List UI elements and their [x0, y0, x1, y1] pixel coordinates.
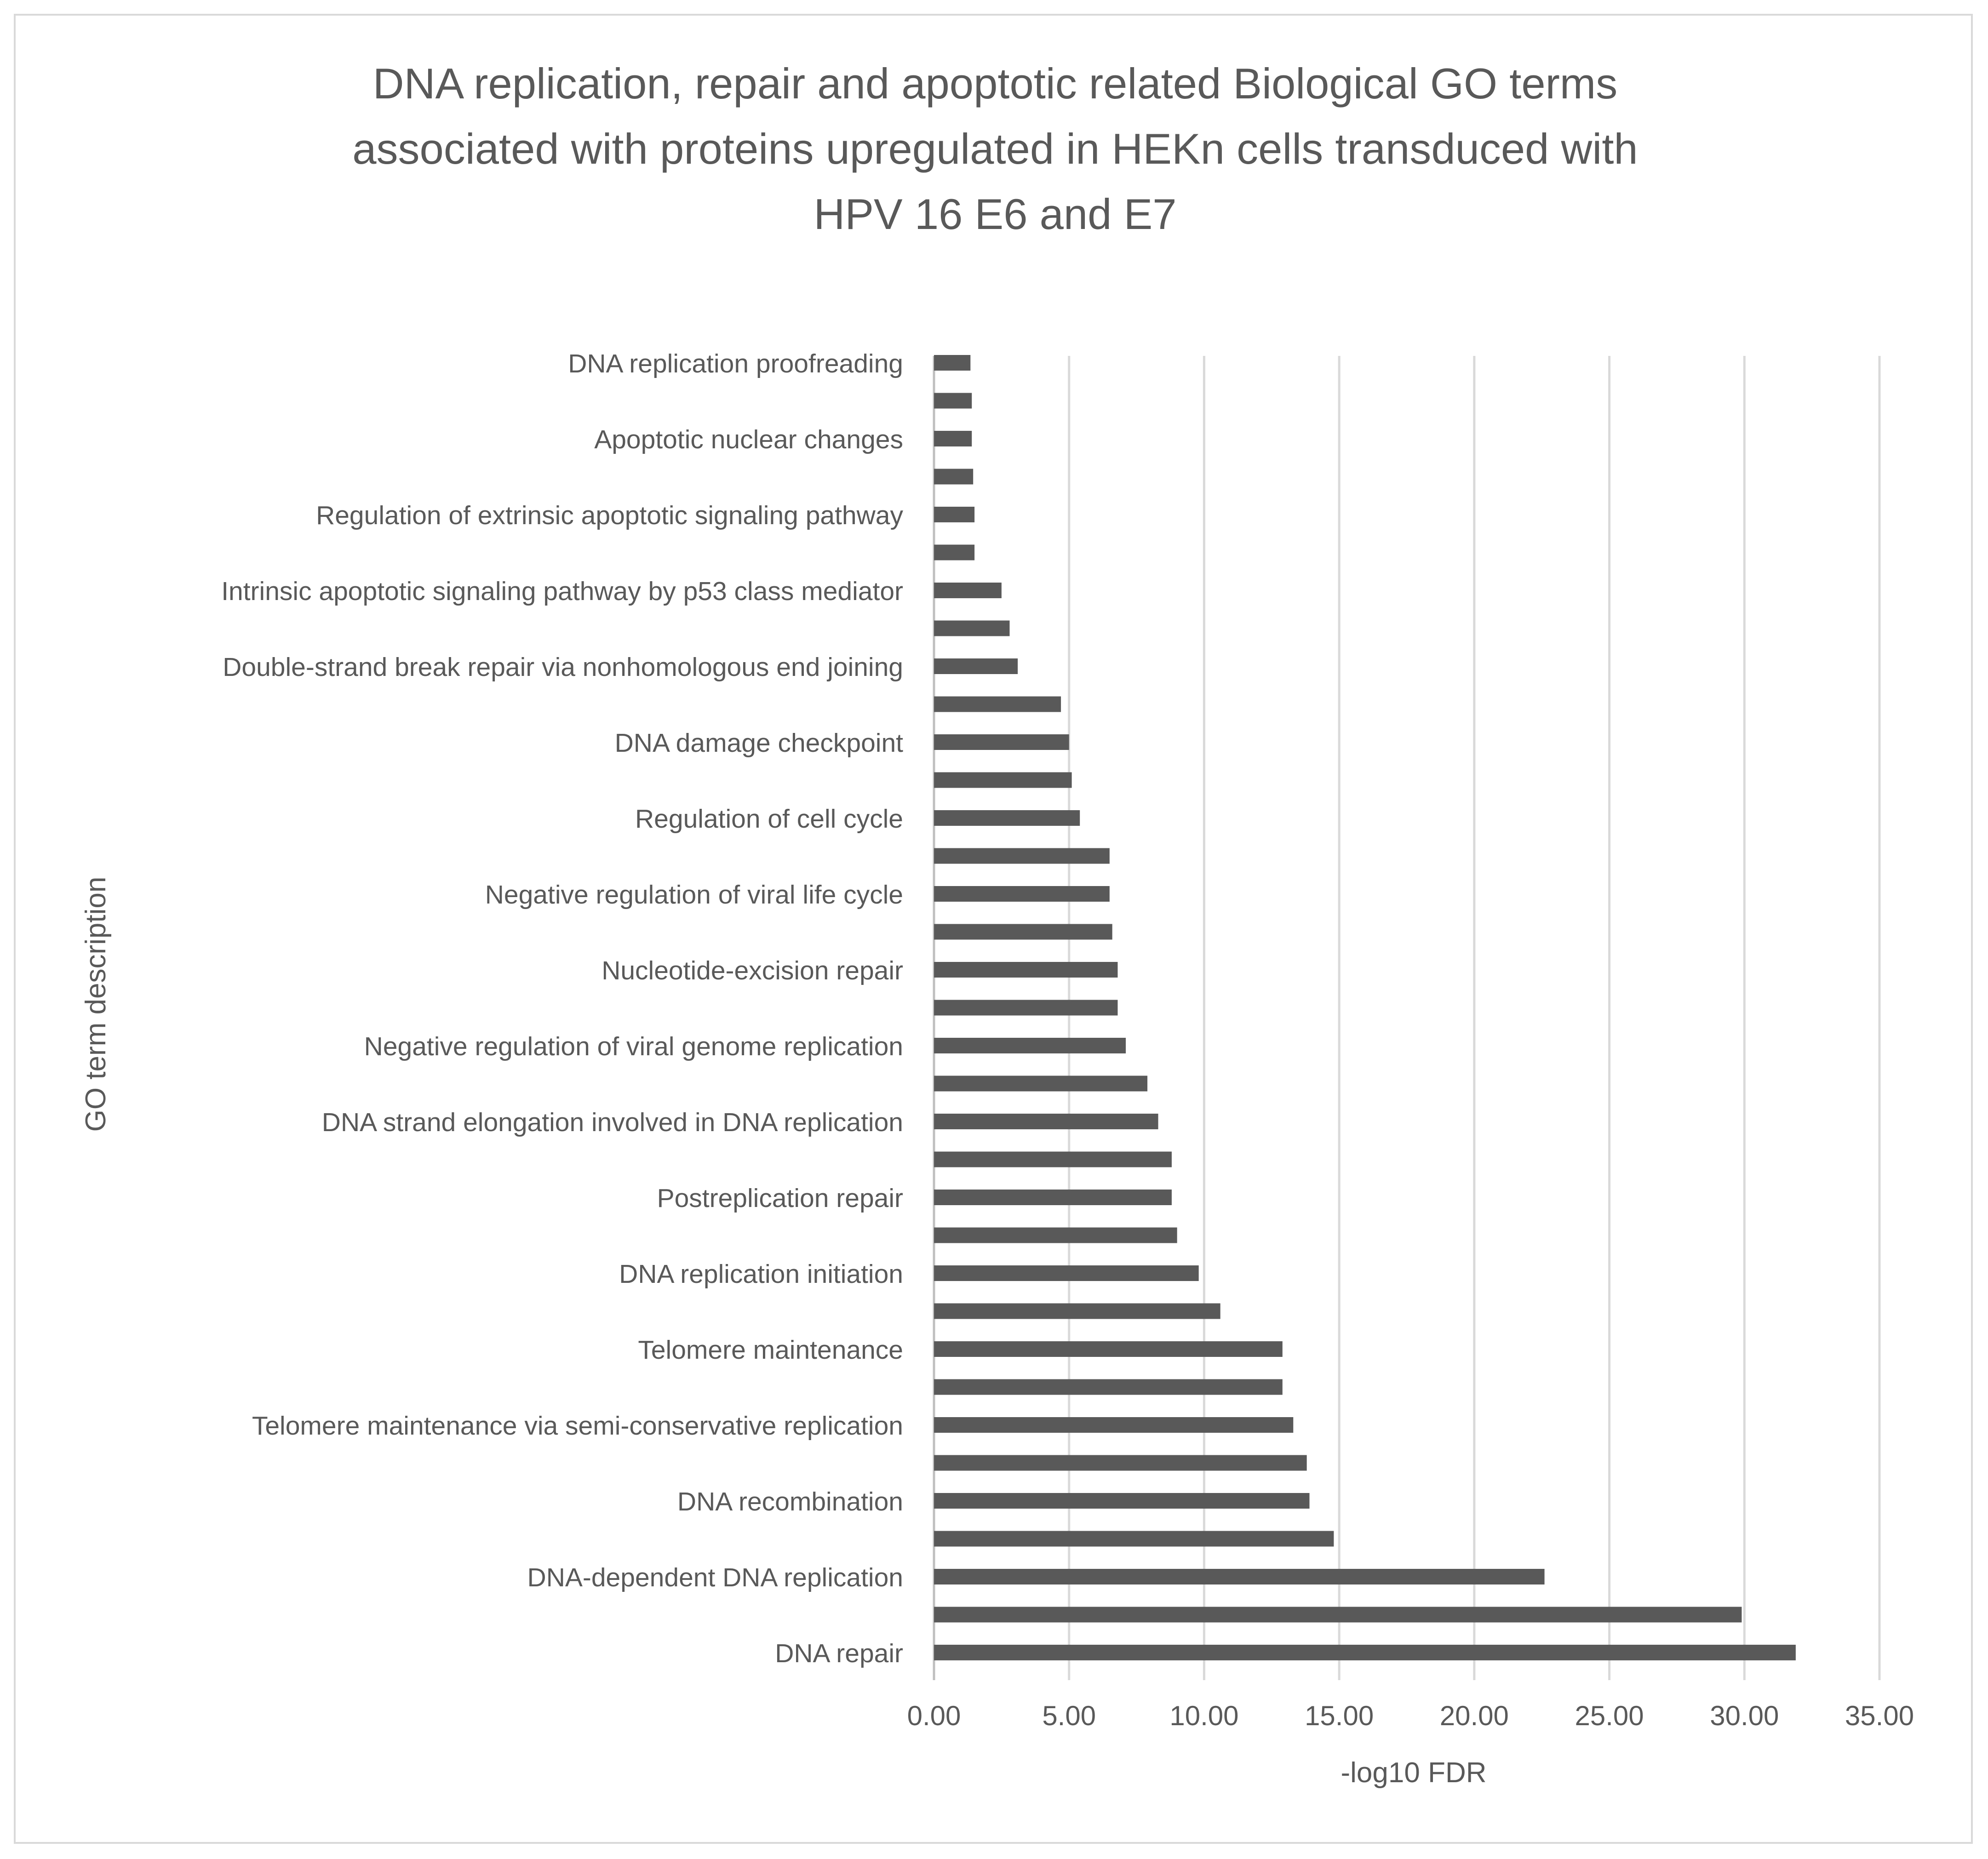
bar [934, 734, 1069, 750]
bar [934, 1379, 1283, 1395]
y-tick-label: DNA replication initiation [619, 1259, 903, 1289]
y-tick-labels: DNA repair DNA-dependent DNA replication D… [221, 349, 903, 1668]
chart-frame: DNA replication, repair and apoptotic re… [14, 14, 1973, 1844]
x-tick-label: 30.00 [1710, 1700, 1779, 1731]
y-tick-label: Double-strand break repair via nonhomolo… [223, 652, 903, 682]
bar [934, 1265, 1199, 1281]
bar [934, 1151, 1172, 1167]
bar [934, 1341, 1283, 1357]
x-tick-label: 10.00 [1169, 1700, 1238, 1731]
chart-title: DNA replication, repair and apoptotic re… [352, 59, 1638, 238]
y-tick-label: Postreplication repair [657, 1184, 903, 1213]
x-tick-label: 15.00 [1305, 1700, 1374, 1731]
bar [934, 1455, 1307, 1471]
bar [934, 507, 975, 522]
y-tick-label: Telomere maintenance via semi-conservati… [252, 1411, 903, 1441]
y-tick-label: Intrinsic apoptotic signaling pathway by… [221, 577, 903, 606]
bar [934, 431, 972, 446]
bar [934, 886, 1110, 902]
bar [934, 1493, 1310, 1509]
bar [934, 1075, 1148, 1092]
bar [934, 962, 1118, 978]
bar [934, 924, 1112, 940]
y-tick-label: Telomere maintenance [638, 1335, 903, 1365]
bar [934, 544, 975, 561]
bar [934, 1417, 1294, 1433]
x-tick-label: 35.00 [1845, 1700, 1914, 1731]
y-tick-label: DNA replication proofreading [568, 349, 903, 378]
bar [934, 1114, 1158, 1129]
chart-title-line: HPV 16 E6 and E7 [814, 190, 1176, 238]
y-tick-label: DNA-dependent DNA replication [527, 1563, 903, 1592]
y-tick-label: DNA strand elongation involved in DNA re… [322, 1108, 903, 1137]
bar [934, 1645, 1796, 1660]
bar [934, 1569, 1545, 1584]
bar [934, 696, 1061, 712]
bar [934, 1038, 1126, 1053]
bar [934, 469, 974, 485]
y-tick-label: Regulation of extrinsic apoptotic signal… [316, 501, 903, 530]
y-tick-label: Regulation of cell cycle [635, 804, 903, 834]
y-tick-label: Nucleotide-excision repair [602, 956, 903, 985]
bar [934, 1303, 1220, 1319]
bar [934, 620, 1010, 636]
x-tick-label: 20.00 [1440, 1700, 1509, 1731]
bar [934, 1531, 1334, 1547]
bar [934, 1000, 1118, 1016]
y-tick-label: DNA damage checkpoint [615, 728, 904, 758]
y-tick-label: Negative regulation of viral genome repl… [364, 1032, 903, 1061]
x-axis-title: -log10 FDR [1341, 1757, 1487, 1789]
x-tick-label: 5.00 [1042, 1700, 1096, 1731]
bar [934, 583, 1002, 598]
bar-chart: DNA replication, repair and apoptotic re… [80, 59, 1914, 1789]
bar [934, 1227, 1177, 1243]
y-axis-title: GO term description [80, 877, 112, 1132]
chart-title-line: DNA replication, repair and apoptotic re… [373, 59, 1617, 108]
bar [934, 772, 1072, 788]
bar [934, 1190, 1172, 1205]
y-tick-label: Apoptotic nuclear changes [594, 425, 903, 454]
y-tick-label: DNA recombination [677, 1487, 903, 1516]
x-tick-labels: 0.00 5.00 10.00 15.00 20.00 25.00 30.00 35.00 [907, 1700, 1914, 1731]
bar [934, 393, 972, 409]
x-tick-label: 0.00 [907, 1700, 961, 1731]
bar [934, 810, 1080, 826]
y-tick-label: Negative regulation of viral life cycle [485, 880, 903, 909]
gridlines [933, 356, 1881, 1680]
bars [934, 355, 1796, 1660]
x-tick-label: 25.00 [1575, 1700, 1644, 1731]
bar [934, 1607, 1742, 1623]
bar [934, 848, 1110, 864]
chart-title-line: associated with proteins upregulated in … [352, 125, 1638, 173]
bar [934, 658, 1018, 674]
y-tick-label: DNA repair [775, 1639, 903, 1668]
bar [934, 355, 971, 371]
